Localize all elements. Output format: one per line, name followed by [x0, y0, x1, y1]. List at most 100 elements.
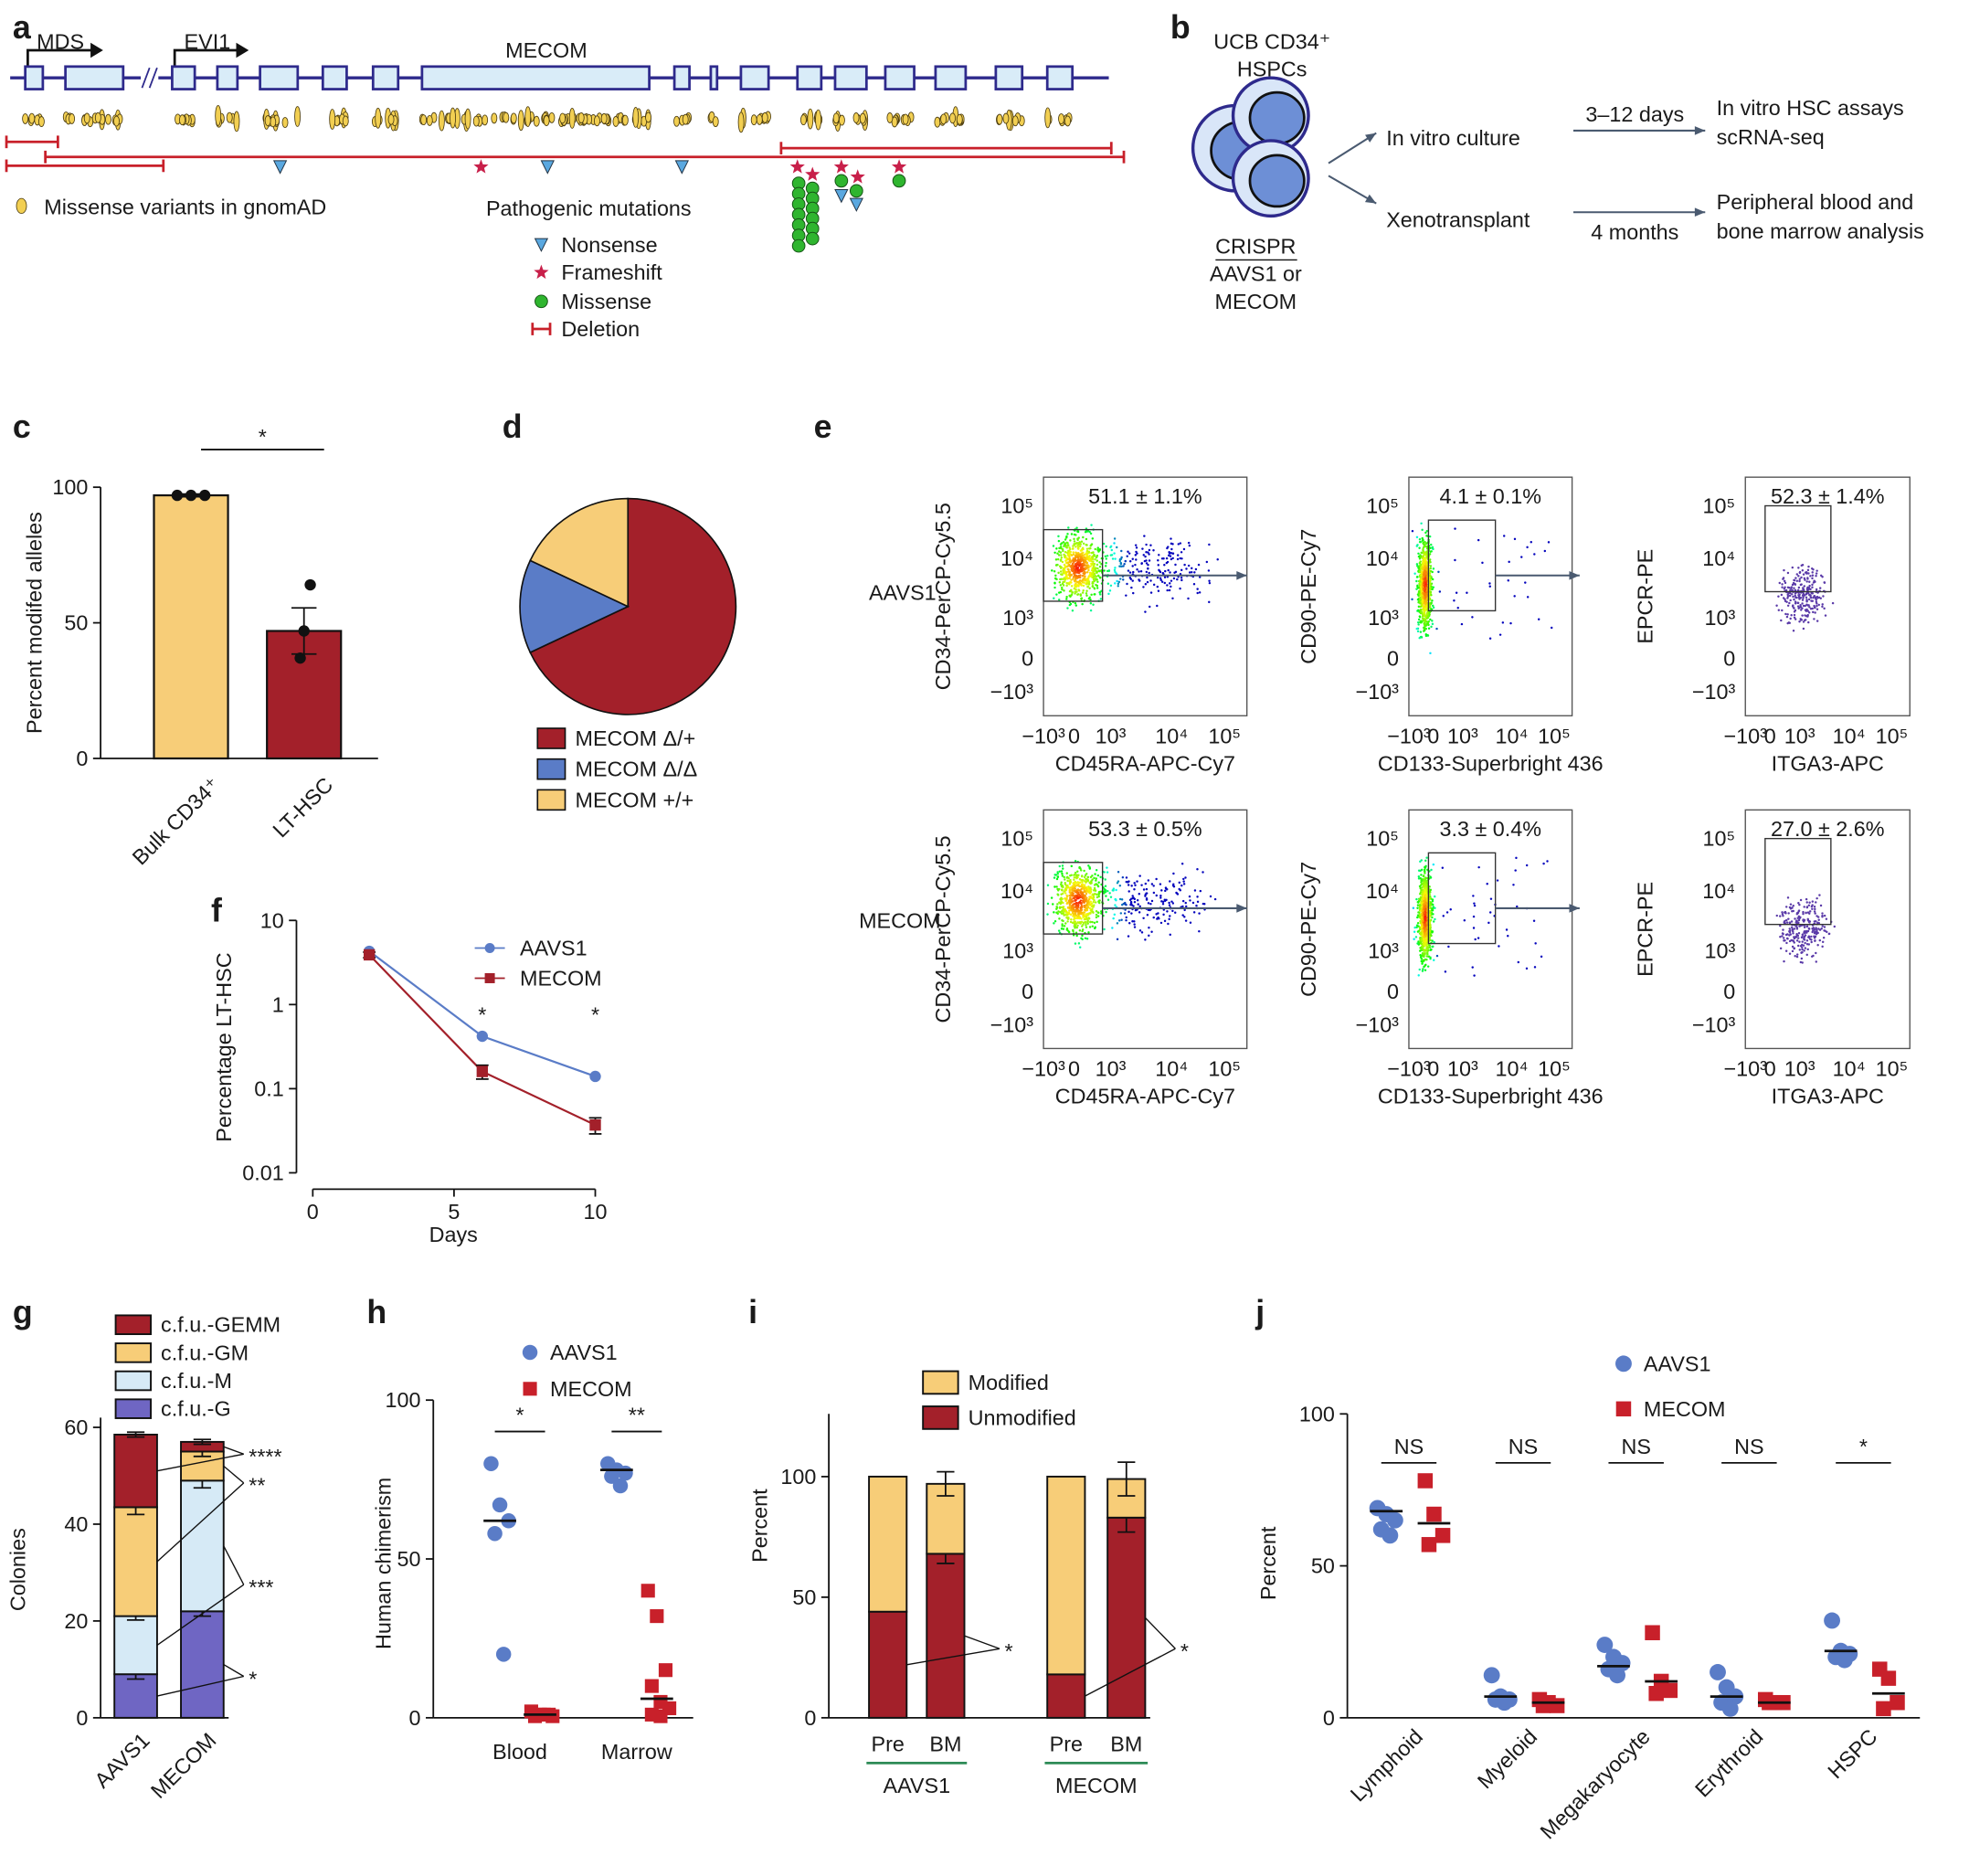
event	[1156, 576, 1159, 579]
event	[1505, 928, 1509, 931]
gnomad-variant	[815, 109, 822, 131]
event	[1786, 597, 1789, 599]
legend-marker	[1615, 1401, 1632, 1417]
legend-text: MECOM	[520, 966, 602, 990]
annotation-connector	[156, 1584, 245, 1646]
event	[1129, 902, 1133, 905]
event	[1187, 597, 1190, 600]
legend-swatch	[114, 1342, 153, 1363]
event	[1423, 927, 1426, 931]
event	[1803, 938, 1805, 941]
event	[1418, 538, 1422, 541]
flow-y-tick-label: −10³	[1692, 680, 1736, 704]
event	[1089, 565, 1092, 567]
event	[1081, 874, 1084, 877]
event	[1810, 567, 1814, 570]
event	[1802, 912, 1805, 916]
gnomad-variant	[294, 106, 302, 127]
event	[1801, 614, 1804, 617]
panel-label: g	[13, 1294, 33, 1330]
event	[1424, 613, 1426, 617]
event	[1065, 917, 1068, 919]
gnomad-variant	[533, 115, 540, 127]
event	[1125, 876, 1128, 879]
event	[1797, 931, 1801, 935]
event	[1079, 906, 1083, 909]
event	[1083, 556, 1086, 559]
event	[1418, 915, 1421, 918]
event	[1130, 885, 1133, 887]
event	[1053, 551, 1056, 555]
event	[1074, 927, 1076, 929]
event	[1059, 558, 1063, 561]
event	[1794, 917, 1796, 920]
event	[1166, 584, 1169, 587]
flow-y-tick-label: −10³	[990, 1012, 1034, 1036]
event	[1788, 601, 1791, 605]
event	[1058, 887, 1061, 891]
event	[1808, 606, 1811, 609]
event	[1420, 609, 1423, 611]
event	[1118, 897, 1122, 901]
event	[1171, 552, 1175, 555]
event	[1424, 949, 1428, 952]
event	[1174, 563, 1177, 567]
event	[1076, 537, 1079, 540]
event	[1801, 961, 1804, 964]
event	[1075, 542, 1078, 545]
gnomad-variant	[593, 115, 600, 127]
gnomad-variant	[329, 109, 336, 130]
event	[1421, 923, 1424, 927]
marker	[495, 1647, 512, 1662]
event	[1093, 555, 1096, 557]
event	[1798, 578, 1802, 581]
event	[1136, 568, 1138, 571]
event	[1088, 903, 1091, 906]
event	[1785, 941, 1788, 945]
event	[1823, 607, 1826, 610]
event	[1534, 942, 1537, 945]
event	[1807, 604, 1810, 607]
marker	[1890, 1694, 1905, 1711]
event	[1789, 903, 1793, 906]
arm-label: In vitro culture	[1386, 126, 1520, 150]
event	[1821, 603, 1824, 606]
event	[1066, 567, 1070, 571]
event	[1169, 555, 1172, 557]
event	[1062, 907, 1065, 911]
event	[1421, 528, 1424, 532]
event	[1056, 873, 1060, 875]
event	[1084, 578, 1086, 581]
event	[1788, 939, 1792, 943]
event	[1827, 932, 1831, 936]
event	[1811, 907, 1814, 911]
event	[1060, 542, 1064, 545]
event	[1420, 551, 1423, 555]
event	[1096, 571, 1098, 575]
event	[1804, 578, 1806, 581]
event	[1188, 895, 1191, 898]
event	[1089, 532, 1093, 535]
event	[1089, 601, 1093, 605]
event	[1074, 571, 1077, 574]
event	[1795, 927, 1799, 930]
event	[1096, 915, 1100, 917]
event	[1180, 576, 1183, 579]
event	[1068, 909, 1071, 912]
event	[1076, 905, 1080, 907]
event	[1422, 592, 1425, 595]
event	[1088, 867, 1092, 870]
event	[1180, 568, 1183, 572]
event	[1420, 603, 1424, 606]
event	[1425, 565, 1428, 567]
event	[1423, 627, 1426, 630]
event	[1131, 579, 1134, 582]
event	[1117, 870, 1120, 874]
event	[1074, 551, 1077, 555]
event	[1144, 895, 1147, 897]
event	[1060, 566, 1063, 569]
event	[1488, 585, 1492, 588]
event	[1423, 570, 1426, 573]
event	[1421, 585, 1424, 588]
event	[1420, 522, 1423, 525]
